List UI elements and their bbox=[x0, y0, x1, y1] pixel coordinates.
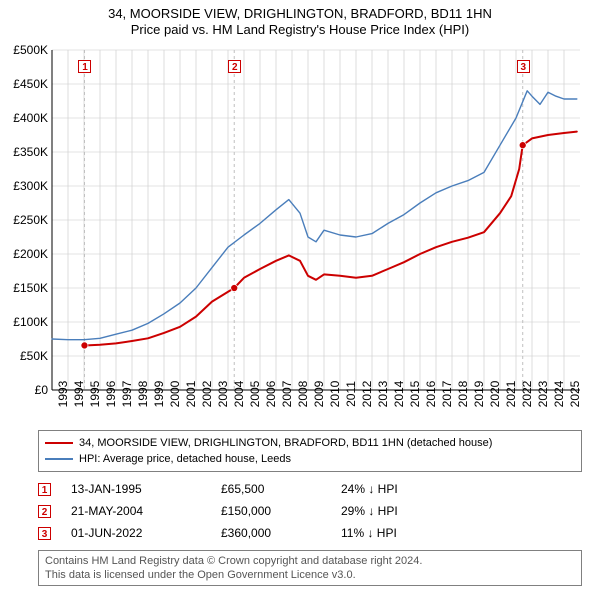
x-tick-label: 1996 bbox=[104, 381, 118, 408]
sales-table: 1 13-JAN-1995£65,50024% ↓ HPI 2 21-MAY-2004… bbox=[38, 478, 582, 544]
x-tick-label: 2016 bbox=[424, 381, 438, 408]
sales-diff: 11% ↓ HPI bbox=[341, 526, 461, 540]
x-tick-label: 2002 bbox=[200, 381, 214, 408]
x-tick-label: 2000 bbox=[168, 381, 182, 408]
sales-row: 1 13-JAN-1995£65,50024% ↓ HPI bbox=[38, 478, 582, 500]
sales-date: 21-MAY-2004 bbox=[71, 504, 221, 518]
y-tick-label: £300K bbox=[13, 179, 48, 193]
legend-label-hpi: HPI: Average price, detached house, Leed… bbox=[79, 453, 291, 465]
y-tick-label: £400K bbox=[13, 111, 48, 125]
sales-row: 2 21-MAY-2004£150,00029% ↓ HPI bbox=[38, 500, 582, 522]
sales-date: 13-JAN-1995 bbox=[71, 482, 221, 496]
footer-line-2: This data is licensed under the Open Gov… bbox=[45, 568, 575, 582]
legend-label-property: 34, MOORSIDE VIEW, DRIGHLINGTON, BRADFOR… bbox=[79, 437, 492, 449]
x-tick-label: 2024 bbox=[552, 381, 566, 408]
x-tick-label: 2004 bbox=[232, 381, 246, 408]
x-tick-label: 2022 bbox=[520, 381, 534, 408]
footer-box: Contains HM Land Registry data © Crown c… bbox=[38, 550, 582, 586]
sales-marker: 3 bbox=[38, 527, 51, 540]
y-tick-label: £200K bbox=[13, 247, 48, 261]
sales-date: 01-JUN-2022 bbox=[71, 526, 221, 540]
x-tick-label: 2017 bbox=[440, 381, 454, 408]
chart-marker: 3 bbox=[517, 60, 530, 73]
x-tick-label: 1998 bbox=[136, 381, 150, 408]
title-line-1: 34, MOORSIDE VIEW, DRIGHLINGTON, BRADFOR… bbox=[0, 6, 600, 22]
x-tick-label: 2012 bbox=[360, 381, 374, 408]
x-tick-label: 2023 bbox=[536, 381, 550, 408]
x-tick-label: 2007 bbox=[280, 381, 294, 408]
x-tick-label: 1995 bbox=[88, 381, 102, 408]
x-tick-label: 1993 bbox=[56, 381, 70, 408]
x-tick-label: 2010 bbox=[328, 381, 342, 408]
sales-diff: 24% ↓ HPI bbox=[341, 482, 461, 496]
chart-container: 34, MOORSIDE VIEW, DRIGHLINGTON, BRADFOR… bbox=[0, 0, 600, 590]
y-tick-label: £450K bbox=[13, 77, 48, 91]
footer-line-1: Contains HM Land Registry data © Crown c… bbox=[45, 554, 575, 568]
sales-price: £65,500 bbox=[221, 482, 341, 496]
x-tick-label: 1994 bbox=[72, 381, 86, 408]
y-tick-label: £150K bbox=[13, 281, 48, 295]
sales-price: £360,000 bbox=[221, 526, 341, 540]
legend-box: 34, MOORSIDE VIEW, DRIGHLINGTON, BRADFOR… bbox=[38, 430, 582, 472]
y-tick-label: £50K bbox=[20, 349, 48, 363]
x-tick-label: 1999 bbox=[152, 381, 166, 408]
x-tick-label: 2020 bbox=[488, 381, 502, 408]
x-tick-label: 2003 bbox=[216, 381, 230, 408]
chart-svg bbox=[52, 50, 580, 390]
y-tick-label: £350K bbox=[13, 145, 48, 159]
x-tick-label: 2025 bbox=[568, 381, 582, 408]
y-tick-label: £250K bbox=[13, 213, 48, 227]
chart-marker: 1 bbox=[78, 60, 91, 73]
title-line-2: Price paid vs. HM Land Registry's House … bbox=[0, 22, 600, 38]
legend-row-property: 34, MOORSIDE VIEW, DRIGHLINGTON, BRADFOR… bbox=[45, 435, 575, 451]
sales-marker: 1 bbox=[38, 483, 51, 496]
x-tick-label: 2021 bbox=[504, 381, 518, 408]
title-block: 34, MOORSIDE VIEW, DRIGHLINGTON, BRADFOR… bbox=[0, 0, 600, 38]
x-tick-label: 2019 bbox=[472, 381, 486, 408]
x-tick-label: 2009 bbox=[312, 381, 326, 408]
x-tick-label: 2011 bbox=[344, 381, 358, 407]
x-tick-label: 2013 bbox=[376, 381, 390, 408]
legend-swatch-hpi bbox=[45, 458, 73, 460]
legend-row-hpi: HPI: Average price, detached house, Leed… bbox=[45, 451, 575, 467]
sales-price: £150,000 bbox=[221, 504, 341, 518]
chart-plot-area: £0£50K£100K£150K£200K£250K£300K£350K£400… bbox=[52, 50, 580, 390]
y-tick-label: £500K bbox=[13, 43, 48, 57]
x-tick-label: 2008 bbox=[296, 381, 310, 408]
x-tick-label: 1997 bbox=[120, 381, 134, 408]
sales-marker: 2 bbox=[38, 505, 51, 518]
x-tick-label: 2018 bbox=[456, 381, 470, 408]
x-tick-label: 2001 bbox=[184, 381, 198, 408]
x-tick-label: 2006 bbox=[264, 381, 278, 408]
x-tick-label: 2014 bbox=[392, 381, 406, 408]
x-tick-label: 2015 bbox=[408, 381, 422, 408]
chart-marker: 2 bbox=[228, 60, 241, 73]
y-tick-label: £0 bbox=[35, 383, 48, 397]
legend-swatch-property bbox=[45, 442, 73, 444]
x-tick-label: 2005 bbox=[248, 381, 262, 408]
y-tick-label: £100K bbox=[13, 315, 48, 329]
sales-row: 3 01-JUN-2022£360,00011% ↓ HPI bbox=[38, 522, 582, 544]
sales-diff: 29% ↓ HPI bbox=[341, 504, 461, 518]
